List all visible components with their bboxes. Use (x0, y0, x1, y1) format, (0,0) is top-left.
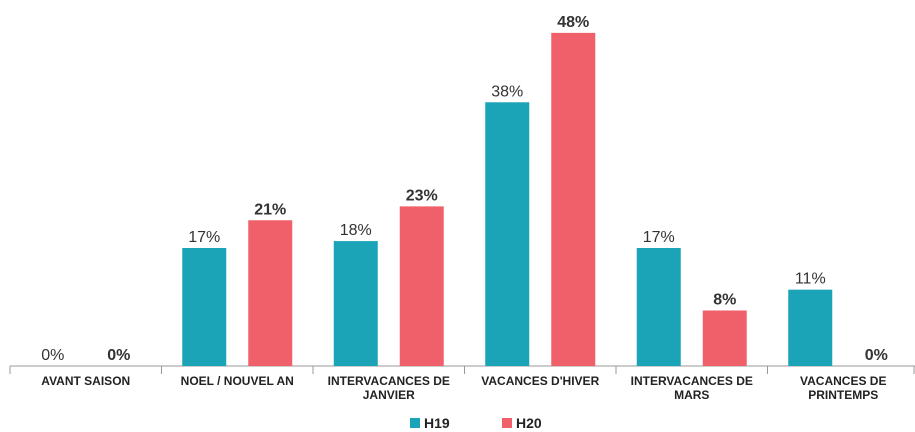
data-label: 18% (340, 222, 372, 239)
data-label: 0% (41, 347, 64, 364)
data-label: 11% (795, 271, 826, 288)
data-label: 0% (865, 347, 888, 364)
x-tick-label: AVANT SAISON (41, 374, 131, 388)
x-tick-label: INTERVACANCES DE MARS (630, 374, 753, 402)
data-label: 17% (643, 229, 675, 246)
data-label: 17% (188, 229, 220, 246)
bar (182, 248, 227, 366)
x-tick-label: VACANCES D'HIVER (481, 374, 600, 388)
x-tick-label: INTERVACANCES DE JANVIER (327, 374, 450, 402)
bar (788, 289, 833, 366)
x-tick-label: NOEL / NOUVEL AN (180, 374, 294, 388)
bar (333, 241, 378, 366)
legend-label: H19 (424, 415, 450, 431)
bar (485, 102, 530, 366)
legend-label: H20 (516, 415, 542, 431)
data-label: 23% (406, 187, 438, 204)
data-label: 8% (713, 291, 736, 308)
bar (248, 220, 293, 366)
data-label: 48% (557, 14, 589, 31)
data-label: 21% (254, 201, 286, 218)
bar (551, 32, 596, 366)
data-label: 38% (491, 83, 523, 100)
bar (399, 206, 444, 366)
bar (636, 248, 681, 366)
legend-swatch (502, 418, 512, 428)
legend-swatch (410, 418, 420, 428)
data-label: 0% (107, 347, 130, 364)
x-tick-label: VACANCES DE PRINTEMPS (800, 374, 887, 402)
bar (702, 310, 747, 366)
